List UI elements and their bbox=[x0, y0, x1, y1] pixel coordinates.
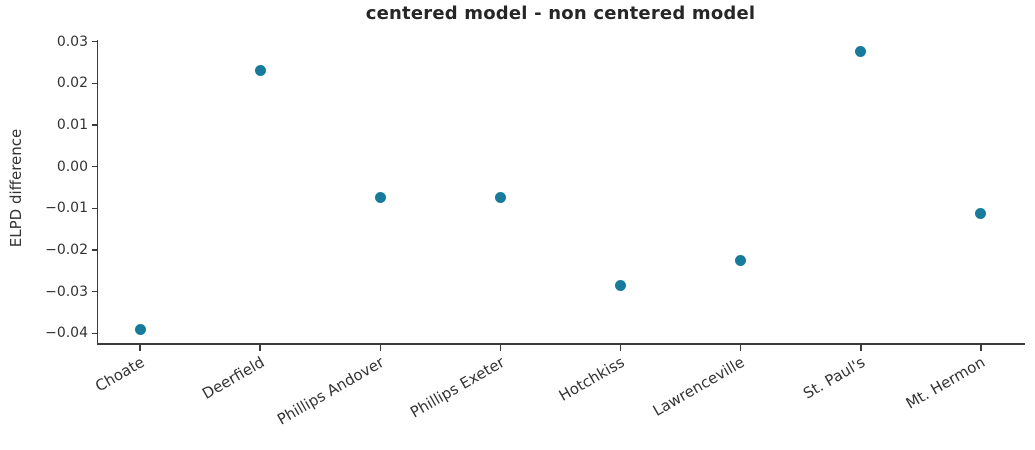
y-tick-label: 0.02 bbox=[56, 75, 88, 92]
y-axis-spine bbox=[96, 40, 98, 345]
y-tick-label: 0.00 bbox=[56, 158, 88, 175]
y-tick bbox=[91, 124, 98, 126]
x-tick-label: Choate bbox=[91, 353, 148, 396]
data-point-mt-hermon bbox=[975, 207, 987, 219]
data-point-hotchkiss bbox=[615, 279, 627, 291]
data-point-deerfield bbox=[254, 65, 266, 77]
y-tick-label: −0.03 bbox=[45, 283, 88, 300]
y-tick bbox=[91, 249, 98, 251]
data-point-choate bbox=[134, 323, 146, 335]
y-tick-label: −0.02 bbox=[45, 242, 88, 259]
y-tick bbox=[91, 207, 98, 210]
y-axis-label: ELPD difference bbox=[7, 128, 25, 248]
x-tick bbox=[980, 344, 982, 351]
x-tick-label: Phillips Exeter bbox=[406, 353, 508, 422]
y-tick bbox=[91, 332, 98, 335]
x-tick bbox=[860, 344, 862, 351]
y-tick-label: 0.01 bbox=[56, 117, 88, 134]
x-tick bbox=[139, 344, 141, 351]
x-tick-label: St. Paul's bbox=[799, 353, 868, 403]
y-tick bbox=[91, 82, 98, 85]
y-tick-label: −0.04 bbox=[45, 325, 88, 342]
x-tick-label: Lawrenceville bbox=[649, 353, 748, 420]
chart-title: centered model - non centered model bbox=[365, 3, 756, 24]
x-tick bbox=[619, 344, 622, 351]
y-tick-label: −0.01 bbox=[45, 200, 88, 217]
x-tick bbox=[739, 344, 742, 351]
y-tick bbox=[91, 40, 98, 43]
data-point-lawrenceville bbox=[735, 254, 747, 266]
x-tick-label: Hotchkiss bbox=[555, 353, 628, 405]
x-tick-label: Deerfield bbox=[198, 353, 268, 403]
x-tick-label: Phillips Andover bbox=[274, 353, 388, 429]
x-tick-label: Mt. Hermon bbox=[902, 353, 988, 413]
y-tick bbox=[91, 166, 98, 168]
x-tick bbox=[259, 344, 261, 351]
data-point-phillips-exeter bbox=[494, 191, 506, 203]
x-tick bbox=[379, 344, 381, 351]
y-tick-label: 0.03 bbox=[56, 33, 88, 50]
data-point-st-paul-s bbox=[855, 45, 867, 57]
y-tick bbox=[91, 291, 98, 293]
x-tick bbox=[499, 344, 502, 351]
data-point-phillips-andover bbox=[374, 191, 386, 203]
x-axis-spine bbox=[96, 343, 1025, 345]
